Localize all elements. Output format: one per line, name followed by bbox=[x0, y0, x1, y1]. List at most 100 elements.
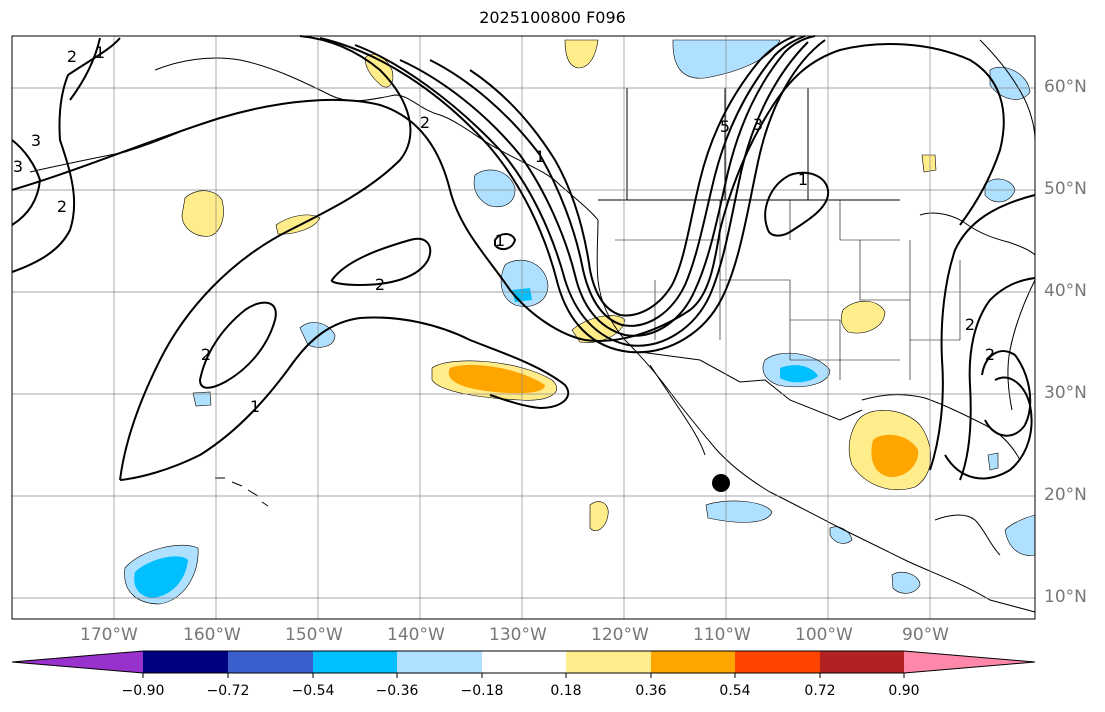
coast-alaska bbox=[154, 57, 599, 221]
contour-2-east-inner bbox=[959, 277, 1036, 481]
border-states bbox=[615, 200, 961, 380]
colorbar-tick-label: −0.36 bbox=[375, 683, 419, 699]
contour-labels: 2 1 3 2 2 1 2 1 2 5 3 1 2 2 1 3 bbox=[13, 43, 995, 416]
coast-east bbox=[1007, 279, 1036, 411]
colorbar-tick-label: 0.90 bbox=[888, 683, 920, 699]
lon-label: 100°W bbox=[795, 625, 853, 645]
coast-yucatan bbox=[934, 514, 1001, 556]
contour-east-loop2 bbox=[981, 350, 1032, 437]
contour-2-west bbox=[11, 37, 121, 273]
contour-label: 3 bbox=[31, 131, 41, 150]
contour-nw-3 bbox=[11, 139, 42, 226]
storm-marker bbox=[712, 474, 730, 492]
contour-label: 2 bbox=[201, 345, 211, 364]
contour-1-ne bbox=[764, 171, 830, 237]
coast-westcoast bbox=[596, 219, 1036, 613]
contour-label: 2 bbox=[985, 345, 995, 364]
colorbar-bin bbox=[651, 651, 735, 673]
contour-label: 5 bbox=[720, 117, 730, 136]
shade-neg-14 bbox=[987, 452, 999, 471]
contour-label: 1 bbox=[798, 170, 808, 189]
contour-2-east-outer bbox=[929, 194, 1036, 471]
contour-trough-5 bbox=[319, 37, 826, 354]
contour-label: 2 bbox=[420, 113, 430, 132]
shade-pos-7 bbox=[589, 501, 609, 532]
shading-layer bbox=[124, 39, 1036, 605]
colorbar-bin bbox=[143, 651, 228, 673]
contour-trough-3 bbox=[399, 35, 816, 337]
contour-label: 1 bbox=[535, 147, 545, 166]
lon-label: 130°W bbox=[489, 625, 547, 645]
shade-pos-se-gulf-core bbox=[871, 434, 919, 478]
lat-label: 20°N bbox=[1044, 485, 1087, 505]
shade-pos-6 bbox=[840, 300, 886, 334]
contour-label: 3 bbox=[753, 115, 763, 134]
shade-neg-2 bbox=[473, 169, 516, 208]
contour-label: 3 bbox=[13, 157, 23, 176]
contour-nw-1 bbox=[69, 37, 101, 101]
colorbar-bin bbox=[397, 651, 482, 673]
contour-ridge-outer bbox=[11, 43, 1005, 342]
colorbar-bin bbox=[820, 651, 904, 673]
coastline-layer bbox=[29, 39, 1036, 613]
shade-neg-7 bbox=[705, 500, 773, 523]
shade-neg-5-core bbox=[780, 365, 818, 383]
contour-trough-4 bbox=[354, 41, 809, 347]
contour-1-small bbox=[494, 233, 517, 251]
colorbar-bin bbox=[735, 651, 820, 673]
colorbar-tick-label: 0.54 bbox=[719, 683, 751, 699]
lon-label: 120°W bbox=[591, 625, 649, 645]
map-frame bbox=[11, 35, 1036, 620]
colorbar-bin bbox=[566, 651, 651, 673]
coast-greatlakes bbox=[919, 212, 1036, 256]
colorbar-bin bbox=[228, 651, 313, 673]
contour-label: 1 bbox=[95, 43, 105, 62]
map-frame-bg bbox=[12, 36, 1035, 619]
shade-pos-8 bbox=[921, 154, 937, 173]
coast-hawaii bbox=[215, 477, 269, 507]
coast-baja bbox=[649, 364, 706, 456]
colorbar-tick-label: 0.18 bbox=[550, 683, 582, 699]
contour-2-loop bbox=[198, 301, 277, 389]
shade-neg-4 bbox=[299, 322, 336, 348]
coast-hudson bbox=[979, 39, 1036, 141]
shade-neg-13 bbox=[192, 391, 212, 407]
contour-trough-1 bbox=[469, 35, 796, 317]
colorbar-bin bbox=[482, 651, 566, 673]
contour-label: 2 bbox=[67, 47, 77, 66]
map-title: 2025100800 F096 bbox=[479, 8, 626, 27]
colorbar-tick-label: 0.72 bbox=[804, 683, 836, 699]
lat-label: 10°N bbox=[1044, 587, 1087, 607]
shade-neg-6-core bbox=[134, 556, 188, 598]
shade-pos-4 bbox=[564, 39, 599, 69]
lat-label: 40°N bbox=[1044, 281, 1087, 301]
colorbar-tick-label: 0.36 bbox=[635, 683, 667, 699]
lon-label: 90°W bbox=[902, 625, 949, 645]
lon-label: 110°W bbox=[693, 625, 751, 645]
lat-label: 60°N bbox=[1044, 77, 1087, 97]
contour-1-south bbox=[119, 316, 570, 481]
colorbar-extend-left bbox=[12, 651, 143, 673]
contour-label: 2 bbox=[57, 197, 67, 216]
contour-label: 1 bbox=[250, 397, 260, 416]
lon-label: 150°W bbox=[285, 625, 343, 645]
shade-neg-1 bbox=[672, 39, 781, 79]
contour-trough-2 bbox=[429, 35, 806, 327]
colorbar-tick-label: −0.72 bbox=[206, 683, 250, 699]
lon-label: 170°W bbox=[80, 625, 138, 645]
contour-label: 2 bbox=[965, 315, 975, 334]
colorbar bbox=[11, 650, 1036, 678]
shade-pos-pacific-core bbox=[448, 364, 545, 394]
colorbar-bin bbox=[313, 651, 397, 673]
contour-east-loop bbox=[944, 376, 1033, 480]
lon-label: 160°W bbox=[183, 625, 241, 645]
border-us-mexico bbox=[639, 351, 863, 421]
colorbar-tick-label: −0.18 bbox=[460, 683, 504, 699]
colorbar-extend-right bbox=[904, 651, 1035, 673]
contour-label: 1 bbox=[495, 231, 505, 250]
lon-label: 140°W bbox=[387, 625, 445, 645]
coast-gulf bbox=[861, 394, 1021, 461]
lat-label: 30°N bbox=[1044, 383, 1087, 403]
contour-label: 2 bbox=[375, 275, 385, 294]
